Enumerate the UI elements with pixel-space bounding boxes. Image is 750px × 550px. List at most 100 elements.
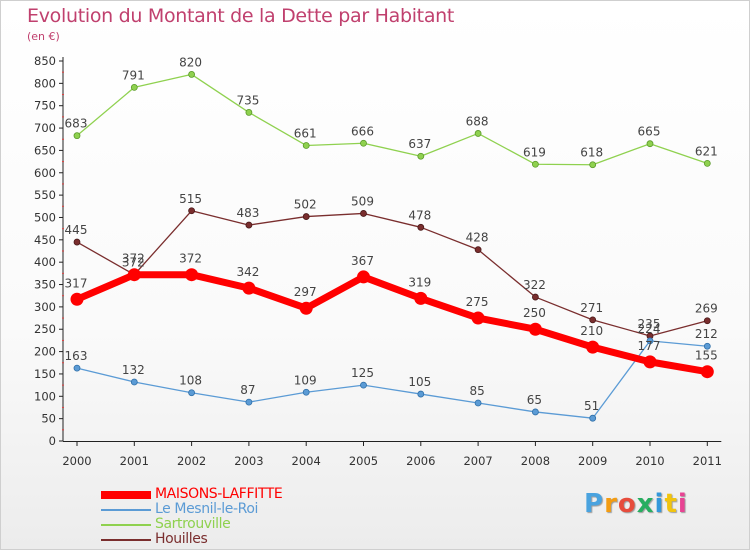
data-point-sartrouville <box>417 152 425 160</box>
y-tick-label: 400 <box>34 255 56 269</box>
data-point-sartrouville <box>360 139 367 147</box>
data-point-le-mesnil-le-roi <box>73 364 81 372</box>
data-label-houilles: 483 <box>236 206 259 220</box>
legend-label: Houilles <box>155 531 208 547</box>
data-point-maisons-laffitte <box>700 365 714 379</box>
logo-letter: o <box>617 489 637 519</box>
y-tick-label: 100 <box>34 389 56 403</box>
data-label-maisons-laffitte: 210 <box>580 324 603 338</box>
y-tick-label: 800 <box>34 76 56 90</box>
x-tick-label: 2007 <box>463 454 492 468</box>
data-label-houilles: 428 <box>466 231 489 245</box>
data-label-maisons-laffitte: 275 <box>466 295 489 309</box>
data-point-sartrouville <box>188 71 196 78</box>
logo-letter: i <box>677 489 688 519</box>
legend-swatch <box>101 509 151 511</box>
data-point-houilles <box>589 316 597 324</box>
logo-letter: t <box>664 489 678 519</box>
data-point-maisons-laffitte <box>299 301 313 315</box>
x-tick-label: 2011 <box>693 454 722 468</box>
data-label-le-mesnil-le-roi: 125 <box>351 366 374 380</box>
data-label-maisons-laffitte: 367 <box>351 254 374 268</box>
data-point-maisons-laffitte <box>471 311 485 325</box>
y-tick-label: 250 <box>34 322 56 336</box>
data-label-houilles: 235 <box>638 317 661 331</box>
data-label-houilles: 502 <box>294 198 317 212</box>
data-point-le-mesnil-le-roi <box>589 414 597 422</box>
data-point-sartrouville <box>73 132 81 140</box>
data-label-houilles: 515 <box>179 192 202 206</box>
y-tick-label: 550 <box>34 188 56 202</box>
data-point-sartrouville <box>703 159 711 167</box>
data-label-le-mesnil-le-roi: 108 <box>179 374 202 388</box>
series-line-maisons-laffitte <box>75 271 708 376</box>
data-point-le-mesnil-le-roi <box>532 408 539 416</box>
data-label-houilles: 478 <box>408 208 431 222</box>
data-label-houilles: 372 <box>122 256 145 270</box>
data-point-le-mesnil-le-roi <box>245 398 253 406</box>
data-point-houilles <box>302 213 310 220</box>
logo-letter: i <box>654 489 665 519</box>
data-point-maisons-laffitte <box>70 292 84 306</box>
data-point-sartrouville <box>532 160 539 168</box>
data-label-sartrouville: 688 <box>466 114 489 128</box>
data-point-le-mesnil-le-roi <box>130 378 138 386</box>
data-label-maisons-laffitte: 155 <box>695 349 718 363</box>
y-tick-label: 350 <box>34 278 56 292</box>
data-label-maisons-laffitte: 317 <box>65 276 88 290</box>
data-point-le-mesnil-le-roi <box>474 399 482 407</box>
x-tick-label: 2002 <box>177 454 206 468</box>
data-label-houilles: 322 <box>523 278 546 292</box>
data-point-maisons-laffitte <box>127 268 141 282</box>
data-label-le-mesnil-le-roi: 132 <box>122 363 145 377</box>
data-label-sartrouville: 637 <box>408 137 431 151</box>
data-label-sartrouville: 735 <box>236 93 259 107</box>
legend-swatch <box>101 524 151 526</box>
data-label-sartrouville: 666 <box>351 124 374 138</box>
data-point-houilles <box>703 317 711 325</box>
data-label-sartrouville: 619 <box>523 145 546 159</box>
y-tick-label: 450 <box>34 233 56 247</box>
data-label-maisons-laffitte: 250 <box>523 306 546 320</box>
data-label-le-mesnil-le-roi: 109 <box>294 373 317 387</box>
proxiti-logo: Proxiti <box>584 489 688 519</box>
data-point-houilles <box>532 293 539 301</box>
data-label-maisons-laffitte: 372 <box>122 252 145 266</box>
y-tick-label: 650 <box>34 143 56 157</box>
chart-subtitle: (en €) <box>27 30 60 43</box>
data-point-le-mesnil-le-roi <box>302 388 310 396</box>
legend-label: MAISONS-LAFFITTE <box>155 486 283 502</box>
data-point-sartrouville <box>646 140 654 148</box>
data-label-houilles: 509 <box>351 194 374 208</box>
data-point-le-mesnil-le-roi <box>360 381 367 389</box>
data-label-sartrouville: 683 <box>65 117 88 131</box>
data-point-maisons-laffitte <box>586 340 600 354</box>
legend-swatch <box>101 491 151 499</box>
logo-letter: P <box>584 489 605 519</box>
series-line-sartrouville <box>76 73 708 166</box>
data-label-le-mesnil-le-roi: 163 <box>65 349 88 363</box>
y-tick-label: 150 <box>34 367 56 381</box>
x-tick-label: 2001 <box>120 454 149 468</box>
data-point-houilles <box>73 238 81 246</box>
y-tick-label: 0 <box>49 434 56 448</box>
data-point-sartrouville <box>302 142 310 149</box>
data-point-le-mesnil-le-roi <box>417 390 425 398</box>
legend-swatch <box>101 539 151 541</box>
data-label-le-mesnil-le-roi: 105 <box>408 375 431 389</box>
legend-label: Sartrouville <box>155 516 231 532</box>
data-label-le-mesnil-le-roi: 87 <box>240 383 255 397</box>
x-tick-label: 2000 <box>62 454 91 468</box>
data-label-sartrouville: 791 <box>122 68 145 82</box>
x-tick-label: 2008 <box>521 454 550 468</box>
data-label-maisons-laffitte: 372 <box>179 252 202 266</box>
y-tick-label: 850 <box>34 54 56 68</box>
data-point-maisons-laffitte <box>528 322 542 336</box>
data-point-houilles <box>474 246 482 254</box>
y-tick-label: 300 <box>34 300 56 314</box>
data-point-houilles <box>245 221 253 229</box>
data-label-sartrouville: 618 <box>580 146 603 160</box>
y-tick-label: 750 <box>34 99 56 113</box>
data-label-maisons-laffitte: 177 <box>638 339 661 353</box>
data-point-houilles <box>188 207 196 215</box>
